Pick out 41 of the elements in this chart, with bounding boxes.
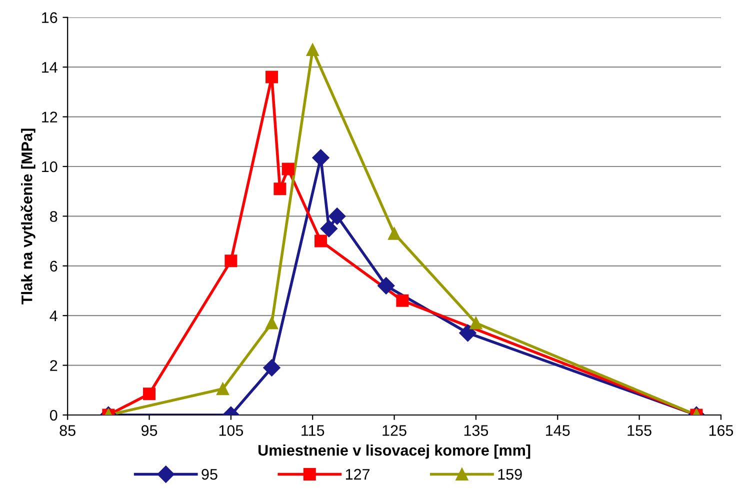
point bbox=[224, 254, 238, 268]
x-tick-label: 135 bbox=[464, 425, 488, 436]
x-tick-label: 155 bbox=[628, 425, 652, 436]
point bbox=[388, 227, 401, 240]
y-tick-label: 0 bbox=[50, 410, 58, 421]
x-tick-label: 125 bbox=[382, 425, 406, 436]
point bbox=[306, 43, 319, 56]
point bbox=[396, 294, 409, 307]
y-tick-label: 6 bbox=[50, 260, 58, 272]
point bbox=[470, 316, 482, 330]
y-tick-label: 4 bbox=[50, 310, 58, 322]
point bbox=[320, 220, 338, 238]
x-tick-label: 165 bbox=[709, 425, 734, 436]
point bbox=[266, 70, 278, 84]
legend-label: 159 bbox=[498, 468, 522, 480]
point bbox=[282, 162, 294, 176]
point bbox=[143, 388, 156, 400]
point bbox=[263, 359, 280, 376]
point bbox=[274, 182, 286, 196]
y-tick-label: 16 bbox=[42, 12, 58, 24]
x-tick-label: 115 bbox=[302, 425, 324, 436]
point bbox=[314, 234, 328, 248]
x-axis-title: Umiestnenie v lisovacej komore [mm] bbox=[258, 444, 530, 459]
point bbox=[459, 324, 476, 342]
point bbox=[328, 208, 346, 225]
y-tick-label: 14 bbox=[42, 62, 58, 73]
point bbox=[266, 316, 278, 330]
point bbox=[378, 277, 395, 294]
legend-label: 95 bbox=[202, 468, 218, 480]
y-tick-label: 10 bbox=[42, 161, 58, 172]
y-axis-title: Tlak na vytlačenie [MPa] bbox=[20, 128, 36, 304]
y-tick-label: 2 bbox=[50, 360, 58, 371]
legend-label: 127 bbox=[346, 468, 370, 480]
point bbox=[312, 149, 330, 166]
x-tick-label: 105 bbox=[219, 425, 244, 436]
point bbox=[216, 382, 230, 396]
y-tick-label: 8 bbox=[50, 211, 58, 222]
x-tick-label: 145 bbox=[546, 425, 570, 436]
y-tick-label: 12 bbox=[42, 112, 58, 122]
x-tick-label: 85 bbox=[60, 425, 76, 436]
x-tick-label: 95 bbox=[141, 425, 158, 436]
